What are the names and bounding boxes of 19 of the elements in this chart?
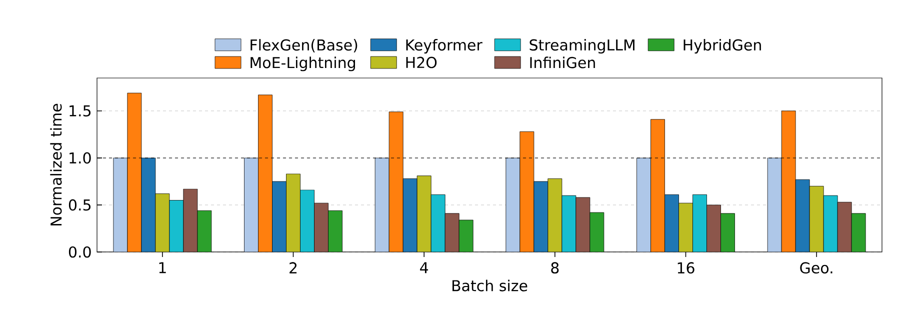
x-tick-label: 16 xyxy=(678,262,694,274)
legend-label: InfiniGen xyxy=(530,56,595,68)
legend-label: StreamingLLM xyxy=(530,39,634,54)
x-axis-title: Batch size xyxy=(452,280,528,292)
legend-label: Keyformer xyxy=(406,39,482,54)
legend-label: MoE-Lightning xyxy=(250,56,355,72)
y-axis-title: Normalized time xyxy=(50,104,62,226)
legend-label: H2O xyxy=(406,56,437,68)
legend-label: FlexGen(Base) xyxy=(250,39,358,52)
y-tick-label: 0.0 xyxy=(68,246,91,258)
x-tick-label: Geo. xyxy=(800,262,832,274)
y-tick-label: 1.0 xyxy=(70,152,91,164)
y-tick-label: 1.5 xyxy=(70,105,90,116)
x-tick-label: 2 xyxy=(290,262,297,274)
x-tick-label: 8 xyxy=(551,262,559,274)
legend-label: HybridGen xyxy=(684,39,761,54)
y-tick-label: 0.5 xyxy=(68,199,90,211)
x-tick-label: 1 xyxy=(159,262,166,274)
x-tick-label: 4 xyxy=(420,262,428,274)
